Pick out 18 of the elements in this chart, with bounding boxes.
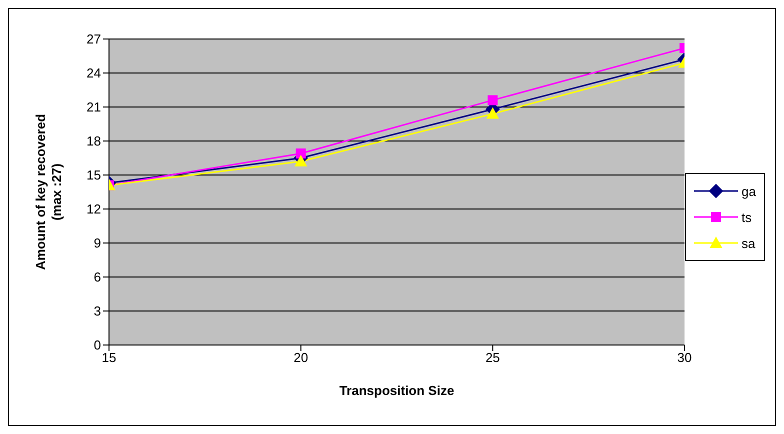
y-tick-label: 15 bbox=[86, 168, 101, 183]
y-tick-label: 12 bbox=[86, 202, 101, 217]
x-tick-label: 20 bbox=[294, 350, 308, 366]
y-tick-label: 21 bbox=[86, 100, 101, 115]
y-tick-label: 27 bbox=[86, 32, 101, 47]
y-tick-label: 0 bbox=[94, 338, 101, 353]
legend-label: ts bbox=[742, 210, 752, 224]
y-tick-label: 6 bbox=[94, 270, 101, 285]
y-axis-title: Amount of key recovered (max :27) bbox=[33, 114, 64, 270]
legend-label: sa bbox=[742, 236, 756, 250]
x-tick-label: 25 bbox=[485, 350, 500, 366]
x-axis-title: Transposition Size bbox=[339, 383, 454, 398]
y-tick-label: 18 bbox=[86, 134, 101, 149]
y-tick-label: 24 bbox=[86, 66, 101, 81]
y-tick-label: 9 bbox=[94, 236, 101, 251]
x-tick-label: 30 bbox=[677, 350, 692, 366]
legend-label: ga bbox=[742, 184, 756, 198]
y-tick-label: 3 bbox=[94, 304, 101, 319]
